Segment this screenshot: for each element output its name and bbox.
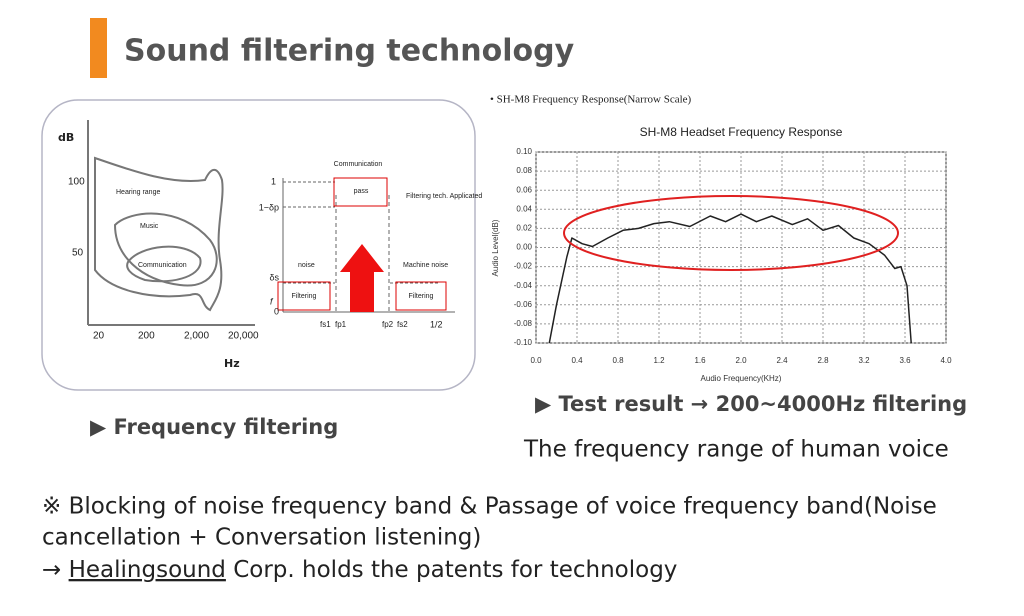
title-bar bbox=[90, 18, 107, 78]
right-subcaption: The frequency range of human voice bbox=[523, 437, 949, 463]
hearing-x-label: 200 bbox=[138, 331, 155, 342]
x-tick-label: 2.4 bbox=[776, 356, 788, 365]
title: Sound filtering technology bbox=[124, 34, 575, 69]
x-tick-label: 2.8 bbox=[817, 356, 829, 365]
up-arrow bbox=[340, 244, 384, 312]
y-tick-label: 0.10 bbox=[516, 147, 532, 156]
y-tick-label: 0.06 bbox=[516, 185, 532, 194]
note-part: Corp. holds the patents for technology bbox=[226, 557, 678, 583]
filter-y-label: 0 bbox=[274, 306, 279, 316]
x-tick-label: 3.6 bbox=[899, 356, 911, 365]
x-tick-label: 1.2 bbox=[653, 356, 665, 365]
filter-y-label: 1−δp bbox=[259, 202, 279, 212]
pass-label: pass bbox=[354, 188, 369, 195]
hearing-x-label: 20 bbox=[93, 331, 105, 342]
hearing-y-label: 50 bbox=[72, 248, 84, 259]
x-tick-label: 0.0 bbox=[530, 356, 542, 365]
filter-box-label: Filtering bbox=[292, 293, 317, 300]
note-part: Healingsound bbox=[69, 557, 226, 583]
filter-y-label: 1 bbox=[271, 176, 276, 186]
y-axis-label: Audio Level(dB) bbox=[491, 219, 500, 276]
y-tick-label: 0.08 bbox=[516, 166, 532, 175]
hearing-y-label: 100 bbox=[68, 177, 85, 188]
region-label: Music bbox=[140, 223, 159, 230]
chart-heading: • SH-M8 Frequency Response(Narrow Scale) bbox=[490, 94, 692, 106]
filter-x-label: fs1 bbox=[320, 320, 331, 329]
hearing-y-unit: dB bbox=[58, 131, 74, 144]
y-tick-label: 0.02 bbox=[516, 224, 532, 233]
filter-y-label: δs bbox=[269, 272, 279, 282]
x-tick-label: 2.0 bbox=[735, 356, 747, 365]
hearing-x-label: 20,000 bbox=[228, 331, 259, 342]
y-tick-label: -0.02 bbox=[514, 262, 533, 271]
plot: 0.10 0.08 0.06 0.04 0.02 0.00 -0.02 -0.04 -0.06 -… bbox=[514, 147, 952, 365]
region-label: Hearing range bbox=[116, 189, 160, 196]
panel bbox=[41, 99, 476, 391]
chart-title: SH-M8 Headset Frequency Response bbox=[640, 125, 843, 139]
filter-label: Filtering tech. Applicated bbox=[406, 193, 482, 200]
x-axis-label: Audio Frequency(KHz) bbox=[701, 374, 782, 383]
response-line bbox=[548, 213, 912, 344]
filter-label: noise bbox=[298, 262, 315, 269]
hearing-x-unit: Hz bbox=[224, 357, 240, 370]
highlight-ellipse bbox=[563, 195, 899, 271]
filter-x-label: fs2 bbox=[397, 320, 408, 329]
left-caption: ▶ Frequency filtering bbox=[90, 415, 338, 439]
filter-x-label: fp1 bbox=[335, 320, 347, 329]
x-tick-label: 3.2 bbox=[858, 356, 870, 365]
filter-label: Machine noise bbox=[403, 262, 448, 269]
y-tick-label: 0.00 bbox=[516, 243, 532, 252]
note-line: ※ Blocking of noise frequency band & Pas… bbox=[42, 494, 937, 520]
filter-axis-label: f bbox=[270, 296, 274, 306]
y-tick-label: -0.10 bbox=[514, 338, 533, 347]
y-tick-label: -0.08 bbox=[514, 319, 533, 328]
filter-box-label: Filtering bbox=[409, 293, 434, 300]
filter-label: Communication bbox=[334, 161, 383, 168]
region-label: Communication bbox=[138, 262, 187, 269]
x-tick-label: 0.8 bbox=[612, 356, 624, 365]
x-tick-label: 1.6 bbox=[694, 356, 706, 365]
x-tick-label: 0.4 bbox=[571, 356, 583, 365]
filter-x-label: 1/2 bbox=[430, 319, 443, 329]
hearing-diagram bbox=[87, 120, 255, 326]
filter-diagram bbox=[277, 177, 455, 313]
hearing-x-label: 2,000 bbox=[184, 331, 209, 342]
y-tick-label: 0.04 bbox=[516, 204, 532, 213]
y-tick-label: -0.06 bbox=[514, 300, 533, 309]
right-caption: ▶ Test result → 200~4000Hz filtering bbox=[535, 392, 967, 416]
x-tick-label: 4.0 bbox=[940, 356, 952, 365]
y-tick-label: -0.04 bbox=[514, 281, 533, 290]
note-line: cancellation + Conversation listening) bbox=[42, 525, 481, 551]
filter-x-label: fp2 bbox=[382, 320, 394, 329]
note-part: → bbox=[42, 557, 69, 583]
note-line: → Healingsound Corp. holds the patents f… bbox=[42, 557, 677, 583]
